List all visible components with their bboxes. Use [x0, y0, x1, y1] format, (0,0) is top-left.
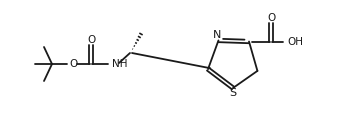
Text: NH: NH — [112, 59, 127, 69]
Text: S: S — [229, 88, 237, 98]
Text: O: O — [267, 13, 275, 23]
Text: O: O — [87, 35, 95, 45]
Text: O: O — [69, 59, 77, 69]
Text: N: N — [213, 30, 222, 41]
Text: OH: OH — [287, 36, 303, 46]
